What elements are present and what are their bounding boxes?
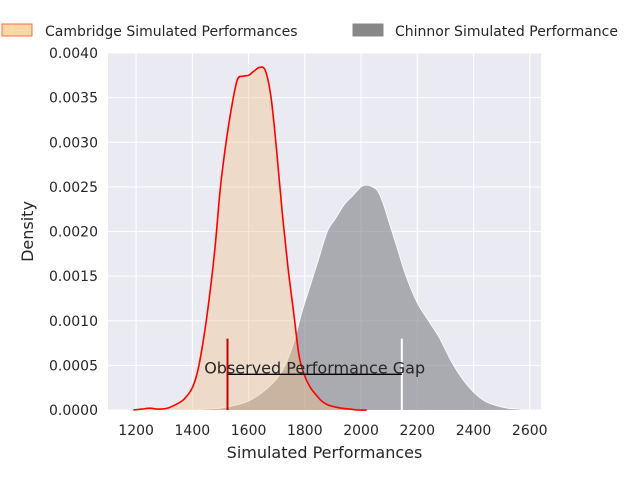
y-axis-ticks: 0.0000 0.0005 0.0010 0.0015 0.0020 0.0025 0.00… (49, 46, 98, 419)
series-1-line (192, 184, 525, 411)
series-0-line (133, 66, 367, 411)
y-tick-label: 0.0005 (49, 358, 98, 374)
legend-label-1: Chinnor Simulated Performance (395, 24, 618, 40)
x-tick-label: 2000 (343, 423, 379, 439)
y-tick-label: 0.0000 (49, 403, 98, 419)
legend-label-0: Cambridge Simulated Performances (45, 24, 298, 40)
y-tick-label: 0.0010 (49, 314, 98, 330)
x-axis-label: Simulated Performances (227, 443, 423, 462)
series-1-area (192, 185, 525, 410)
x-tick-label: 1600 (231, 423, 267, 439)
x-tick-label: 1800 (287, 423, 323, 439)
x-tick-label: 2200 (399, 423, 435, 439)
legend-swatch-1 (352, 23, 384, 37)
gap-annotation: Observed Performance Gap (204, 338, 425, 410)
gap-label: Observed Performance Gap (204, 358, 425, 377)
y-tick-label: 0.0040 (49, 46, 98, 62)
legend-swatch-0 (1, 23, 33, 37)
x-axis-ticks: 1200 1400 1600 1800 2000 2200 2400 2600 (118, 423, 547, 439)
x-tick-label: 1400 (175, 423, 211, 439)
y-tick-label: 0.0030 (49, 135, 98, 151)
y-tick-label: 0.0025 (49, 180, 98, 196)
legend: Cambridge Simulated Performances Chinnor … (1, 23, 618, 40)
y-axis-label: Density (18, 201, 37, 262)
series-0-area (133, 67, 367, 411)
series-group (133, 66, 525, 411)
y-tick-label: 0.0020 (49, 225, 98, 241)
x-tick-label: 2400 (456, 423, 492, 439)
x-tick-label: 1200 (118, 423, 154, 439)
y-tick-label: 0.0015 (49, 269, 98, 285)
y-tick-label: 0.0035 (49, 91, 98, 107)
x-tick-label: 2600 (512, 423, 548, 439)
